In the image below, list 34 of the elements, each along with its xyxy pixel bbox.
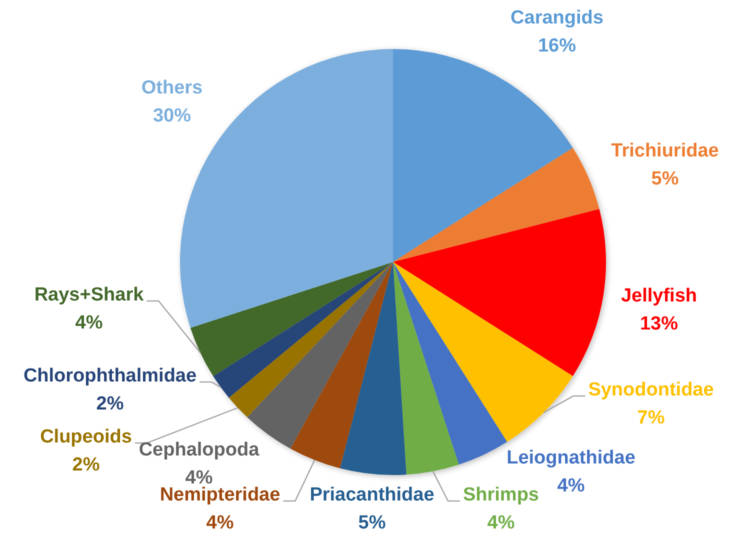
- slice-label: Rays+Shark: [34, 284, 144, 306]
- pie-slice: [228, 262, 393, 418]
- data-label: 4%: [487, 512, 515, 534]
- data-label: 2%: [72, 454, 100, 476]
- slice-label: Clupeoids: [40, 426, 132, 448]
- slice-label: Trichiuridae: [611, 140, 719, 162]
- pie-slice: [290, 262, 393, 468]
- pie-slice: [393, 148, 600, 262]
- data-label: 4%: [75, 312, 103, 334]
- pie-slice: [393, 209, 606, 376]
- slice-label: Shrimps: [462, 484, 540, 506]
- data-label: 4%: [206, 512, 234, 534]
- slice-label: Nemipteridae: [160, 484, 280, 506]
- data-label: 2%: [96, 394, 124, 414]
- data-label: 7%: [637, 408, 665, 428]
- data-label: 5%: [358, 512, 386, 534]
- slice-label: Priacanthidae: [310, 484, 434, 506]
- pie-slice: [393, 262, 508, 465]
- slice-label: Chlorophthalmidae: [23, 366, 197, 386]
- data-label: 16%: [538, 36, 576, 56]
- slice-label: Jellyfish: [620, 286, 698, 306]
- slice-label: Cephalopoda: [138, 440, 260, 460]
- data-label: 30%: [152, 106, 192, 126]
- slice-label: Others: [141, 78, 203, 98]
- slice-label: Leiognathidae: [506, 448, 636, 468]
- data-label: 5%: [651, 168, 679, 190]
- data-label: 13%: [640, 314, 678, 334]
- slice-label: Synodontidae: [588, 380, 714, 400]
- pie-slice: [393, 262, 573, 442]
- pie-slice: [213, 262, 393, 398]
- pie-slice: [340, 262, 406, 475]
- slice-label: Carangids: [510, 8, 604, 28]
- data-label: 4%: [557, 476, 585, 496]
- pie-slice: [393, 262, 459, 475]
